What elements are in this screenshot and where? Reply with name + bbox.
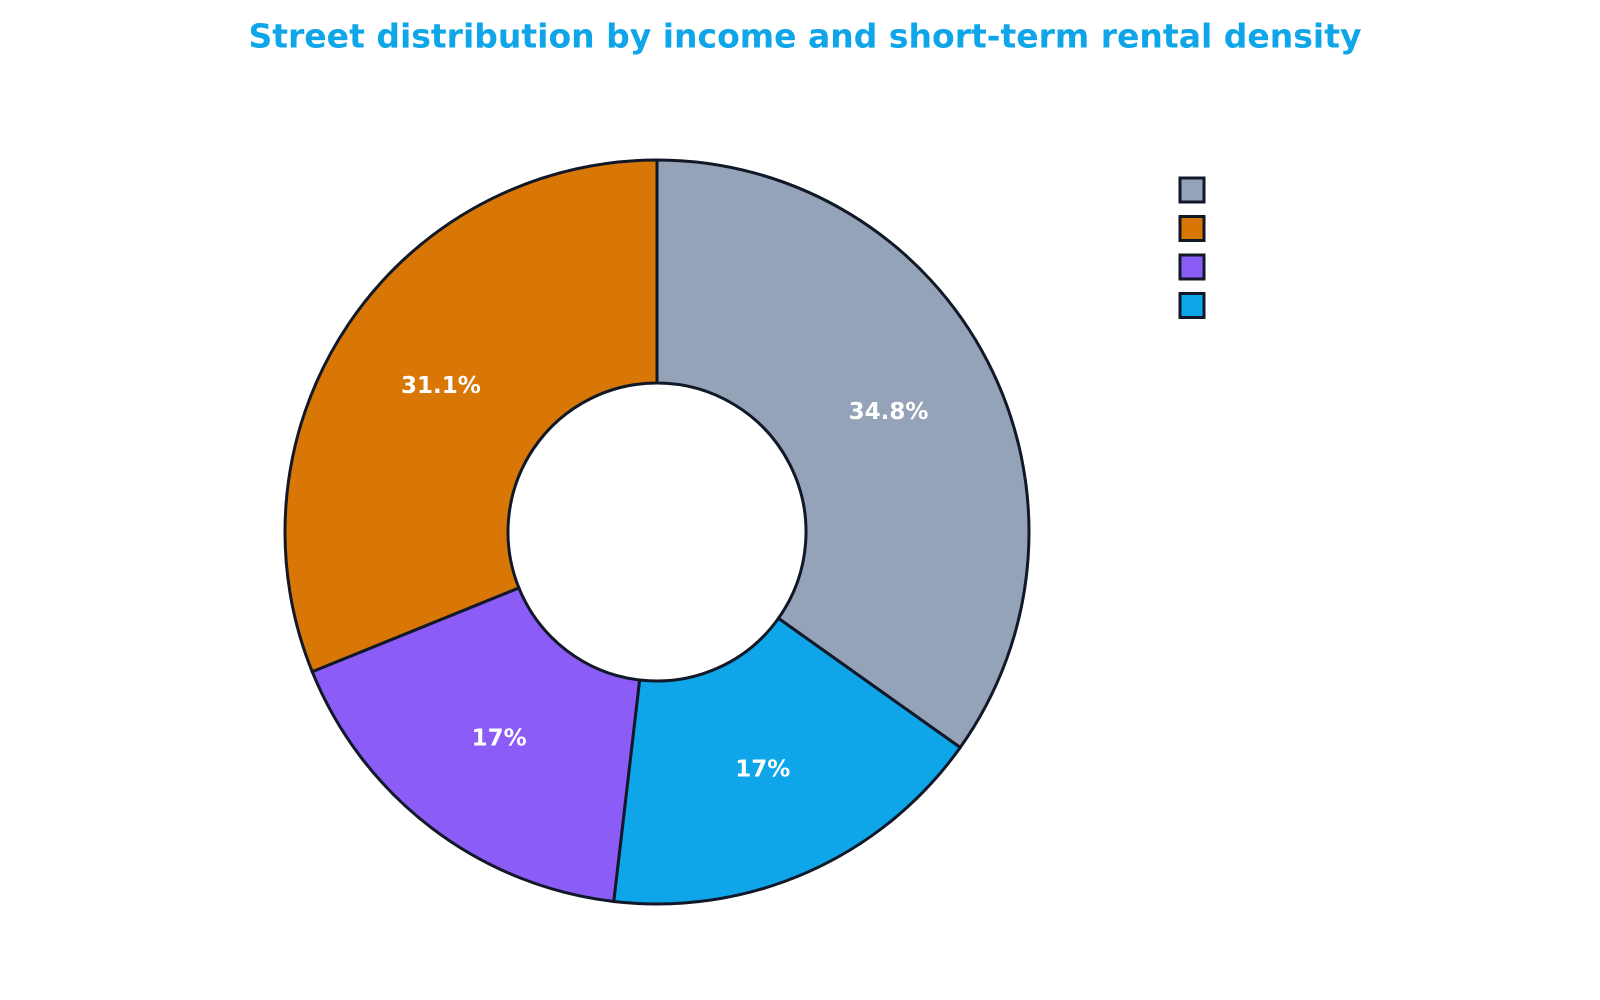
value-label: 17% bbox=[735, 757, 790, 783]
value-label: 34.8% bbox=[849, 399, 929, 425]
donut-slice bbox=[283, 158, 659, 674]
donut-slice bbox=[612, 616, 963, 906]
legend-swatch bbox=[1178, 176, 1206, 204]
chart-title: Street distribution by income and short-… bbox=[248, 17, 1361, 56]
donut-slice bbox=[310, 586, 642, 904]
value-label: 31.1% bbox=[401, 373, 481, 399]
legend-swatch bbox=[1178, 253, 1206, 281]
donut-slice bbox=[655, 158, 1031, 750]
legend-swatch bbox=[1178, 215, 1206, 242]
legend-swatch bbox=[1178, 292, 1206, 319]
value-label: 17% bbox=[472, 726, 527, 752]
